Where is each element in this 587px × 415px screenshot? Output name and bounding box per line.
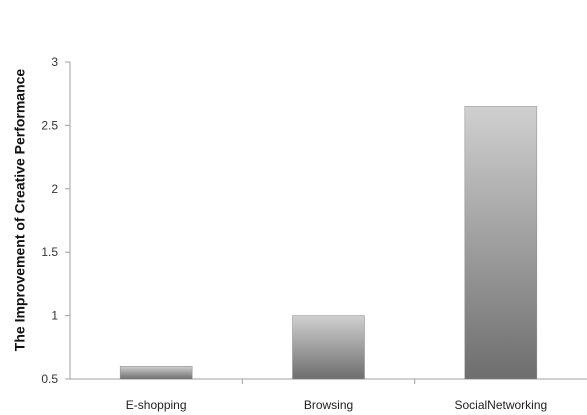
y-ticks: 0.5 1 1.5 2 2.5 3 xyxy=(41,55,70,386)
x-category-label: E-shopping xyxy=(126,398,187,412)
bars xyxy=(120,106,537,379)
y-tick-label: 1.5 xyxy=(41,245,58,259)
bar-browsing xyxy=(293,316,365,379)
bar-socialnetworking xyxy=(465,106,537,379)
y-tick-label: 2.5 xyxy=(41,118,58,132)
x-labels: E-shopping Browsing SocialNetworking xyxy=(126,379,547,412)
y-tick-label: 1 xyxy=(51,309,58,323)
x-category-label: Browsing xyxy=(304,398,353,412)
y-axis-title: The Improvement of Creative Performance xyxy=(12,69,28,352)
y-tick-label: 3 xyxy=(51,55,58,69)
bar-e-shopping xyxy=(120,366,192,379)
x-category-label: SocialNetworking xyxy=(454,398,547,412)
y-tick-label: 2 xyxy=(51,182,58,196)
y-tick-label: 0.5 xyxy=(41,372,58,386)
